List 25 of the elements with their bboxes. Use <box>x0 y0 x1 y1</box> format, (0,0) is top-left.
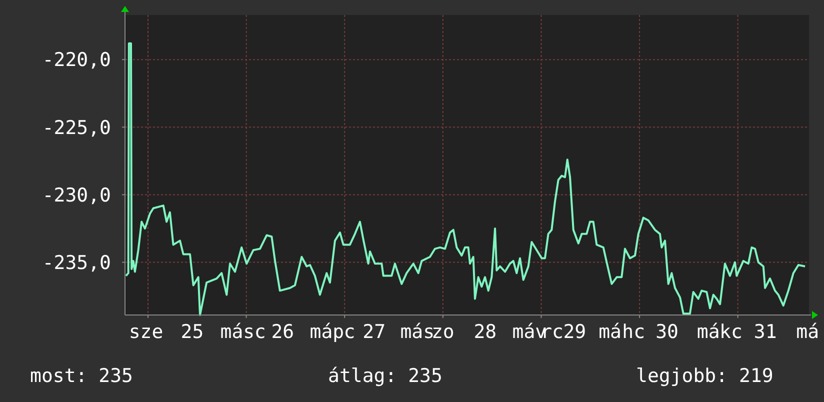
x-tick-label: 29 <box>563 321 586 343</box>
y-tick-label: -220,0 <box>42 49 111 72</box>
y-tick-label: -225,0 <box>42 116 111 139</box>
text: átlag: 235 <box>328 365 442 387</box>
x-tick-label: 30 <box>656 321 678 343</box>
x-tick-label: 27 <box>362 321 386 343</box>
x-tick-label: máp <box>310 321 344 343</box>
y-tick-label: -230,0 <box>42 184 111 206</box>
line-series <box>124 42 806 316</box>
x-tick-label: 26 <box>271 321 294 343</box>
y-tick-label: -235,0 <box>42 252 111 274</box>
x-tick-label: 28 <box>474 321 497 343</box>
x-tick-label: má <box>696 321 720 343</box>
x-tick-label: sze <box>128 321 164 343</box>
x-tick-label: 31 <box>754 321 777 343</box>
x-tick-label: má <box>598 321 622 343</box>
x-tick-label: kc <box>720 321 742 343</box>
x-tick-label: hc <box>622 321 646 343</box>
x-tick-label: c <box>344 321 356 343</box>
x-tick-label: más <box>220 321 255 343</box>
x-tick-label: c <box>254 321 266 343</box>
x-tick-label: má <box>796 321 820 343</box>
text: legjobb: 219 <box>636 365 774 387</box>
text: most: 235 <box>30 365 133 387</box>
x-tick-label: 25 <box>180 321 204 343</box>
